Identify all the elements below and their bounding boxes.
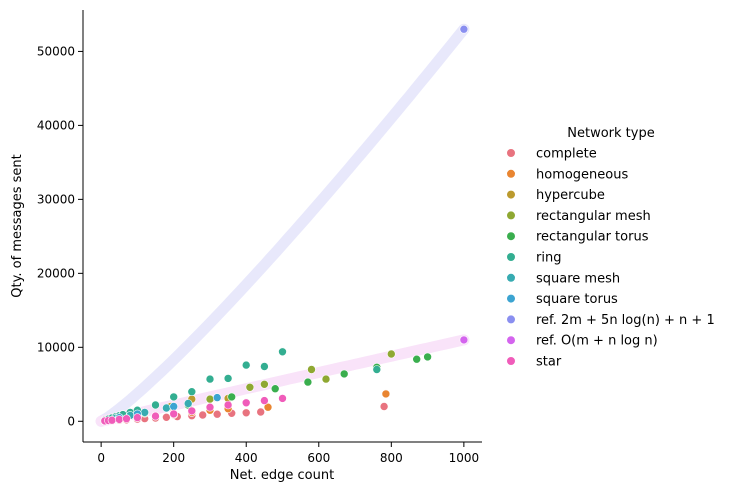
legend-label-6: square mesh (536, 271, 620, 286)
point-s0-13 (241, 408, 251, 418)
x-tick-label-0: 0 (97, 451, 105, 465)
point-s3-6 (321, 374, 331, 384)
point-s4-2 (227, 392, 236, 402)
point-s9-0 (459, 335, 469, 345)
point-s0-11 (212, 409, 222, 419)
point-s7-2 (169, 402, 178, 411)
legend-marker-10 (507, 357, 515, 365)
data-points (100, 24, 469, 426)
point-s8-0 (459, 24, 469, 34)
legend-marker-9 (507, 336, 515, 345)
y-tick-label-0: 0 (67, 414, 75, 428)
y-axis-label: Qty. of messages sent (10, 154, 25, 298)
legend-marker-1 (507, 169, 515, 178)
point-s5-11 (205, 374, 215, 384)
y-tick-label-1: 10000 (37, 340, 75, 354)
legend-label-7: square torus (536, 292, 618, 307)
point-s0-14 (256, 407, 266, 417)
point-s3-4 (260, 379, 269, 389)
x-ticks: 0 200 400 600 800 1000 (97, 442, 479, 465)
legend-label-10: star (536, 355, 562, 370)
point-s4-7 (412, 354, 422, 364)
point-s5-16 (372, 365, 382, 374)
point-s1-7 (263, 402, 273, 412)
point-s10-8 (187, 406, 197, 416)
legend-label-0: complete (536, 147, 597, 162)
point-s4-5 (339, 369, 349, 379)
point-s5-9 (169, 392, 178, 402)
legend-marker-5 (507, 253, 515, 261)
point-s5-8 (151, 400, 160, 410)
legend-title: Network type (567, 126, 654, 141)
x-tick-label-4: 800 (380, 451, 403, 465)
point-s5-10 (187, 387, 197, 397)
x-tick-label-1: 200 (162, 451, 185, 465)
x-tick-label-5: 1000 (449, 451, 480, 465)
point-s0-7 (162, 412, 171, 422)
point-s4-8 (423, 352, 432, 362)
y-tick-label-4: 40000 (37, 118, 75, 132)
y-tick-label-2: 20000 (37, 266, 75, 280)
reference-band-0 (95, 23, 470, 427)
point-s10-13 (278, 394, 287, 403)
y-tick-label-5: 50000 (37, 44, 75, 58)
axes (82, 10, 482, 443)
point-s3-3 (245, 382, 255, 392)
legend-marker-0 (507, 149, 515, 157)
point-s10-6 (151, 411, 160, 421)
point-s5-14 (260, 362, 269, 371)
legend-marker-4 (507, 232, 515, 241)
point-s10-4 (122, 414, 131, 424)
point-s4-3 (270, 384, 280, 394)
point-s10-12 (260, 396, 269, 405)
point-s5-15 (278, 347, 287, 357)
point-s10-11 (241, 398, 251, 408)
y-tick-label-3: 30000 (37, 192, 75, 206)
legend: Network type complete homogeneous hypercub… (507, 126, 715, 370)
legend-label-5: ring (536, 251, 561, 266)
point-s10-9 (205, 402, 215, 412)
legend-marker-6 (507, 273, 515, 282)
reference-bands (95, 23, 470, 427)
legend-marker-2 (507, 190, 515, 199)
point-s4-4 (303, 377, 313, 387)
point-s6-4 (183, 399, 193, 408)
point-s10-3 (115, 415, 124, 424)
point-s6-2 (140, 408, 149, 417)
point-s10-10 (223, 400, 233, 410)
point-s0-10 (198, 410, 207, 420)
legend-label-2: hypercube (536, 188, 605, 203)
point-s10-5 (133, 413, 142, 422)
point-s6-3 (162, 403, 171, 413)
legend-label-9: ref. O(m + n log n) (536, 334, 658, 349)
point-s3-5 (307, 365, 316, 374)
legend-label-8: ref. 2m + 5n log(n) + n + 1 (536, 313, 715, 328)
x-axis-label: Net. edge count (230, 468, 334, 483)
point-s5-12 (223, 374, 233, 383)
legend-marker-3 (507, 211, 515, 220)
legend-marker-8 (507, 315, 515, 324)
reference-band-1 (95, 334, 470, 427)
x-tick-label-2: 400 (235, 451, 258, 465)
point-s5-13 (241, 360, 251, 370)
legend-label-3: rectangular mesh (536, 209, 651, 224)
legend-marker-7 (507, 294, 515, 303)
point-s7-3 (212, 393, 222, 402)
legend-label-4: rectangular torus (536, 230, 649, 245)
point-s3-2 (205, 394, 215, 404)
point-s1-8 (381, 389, 391, 399)
point-s10-2 (107, 415, 117, 425)
y-ticks: 0 10000 20000 30000 40000 50000 (37, 44, 83, 428)
point-s10-7 (169, 409, 178, 419)
legend-label-1: homogeneous (536, 167, 628, 182)
x-tick-label-3: 600 (307, 451, 330, 465)
point-s3-7 (386, 349, 396, 359)
point-s0-15 (379, 402, 389, 411)
